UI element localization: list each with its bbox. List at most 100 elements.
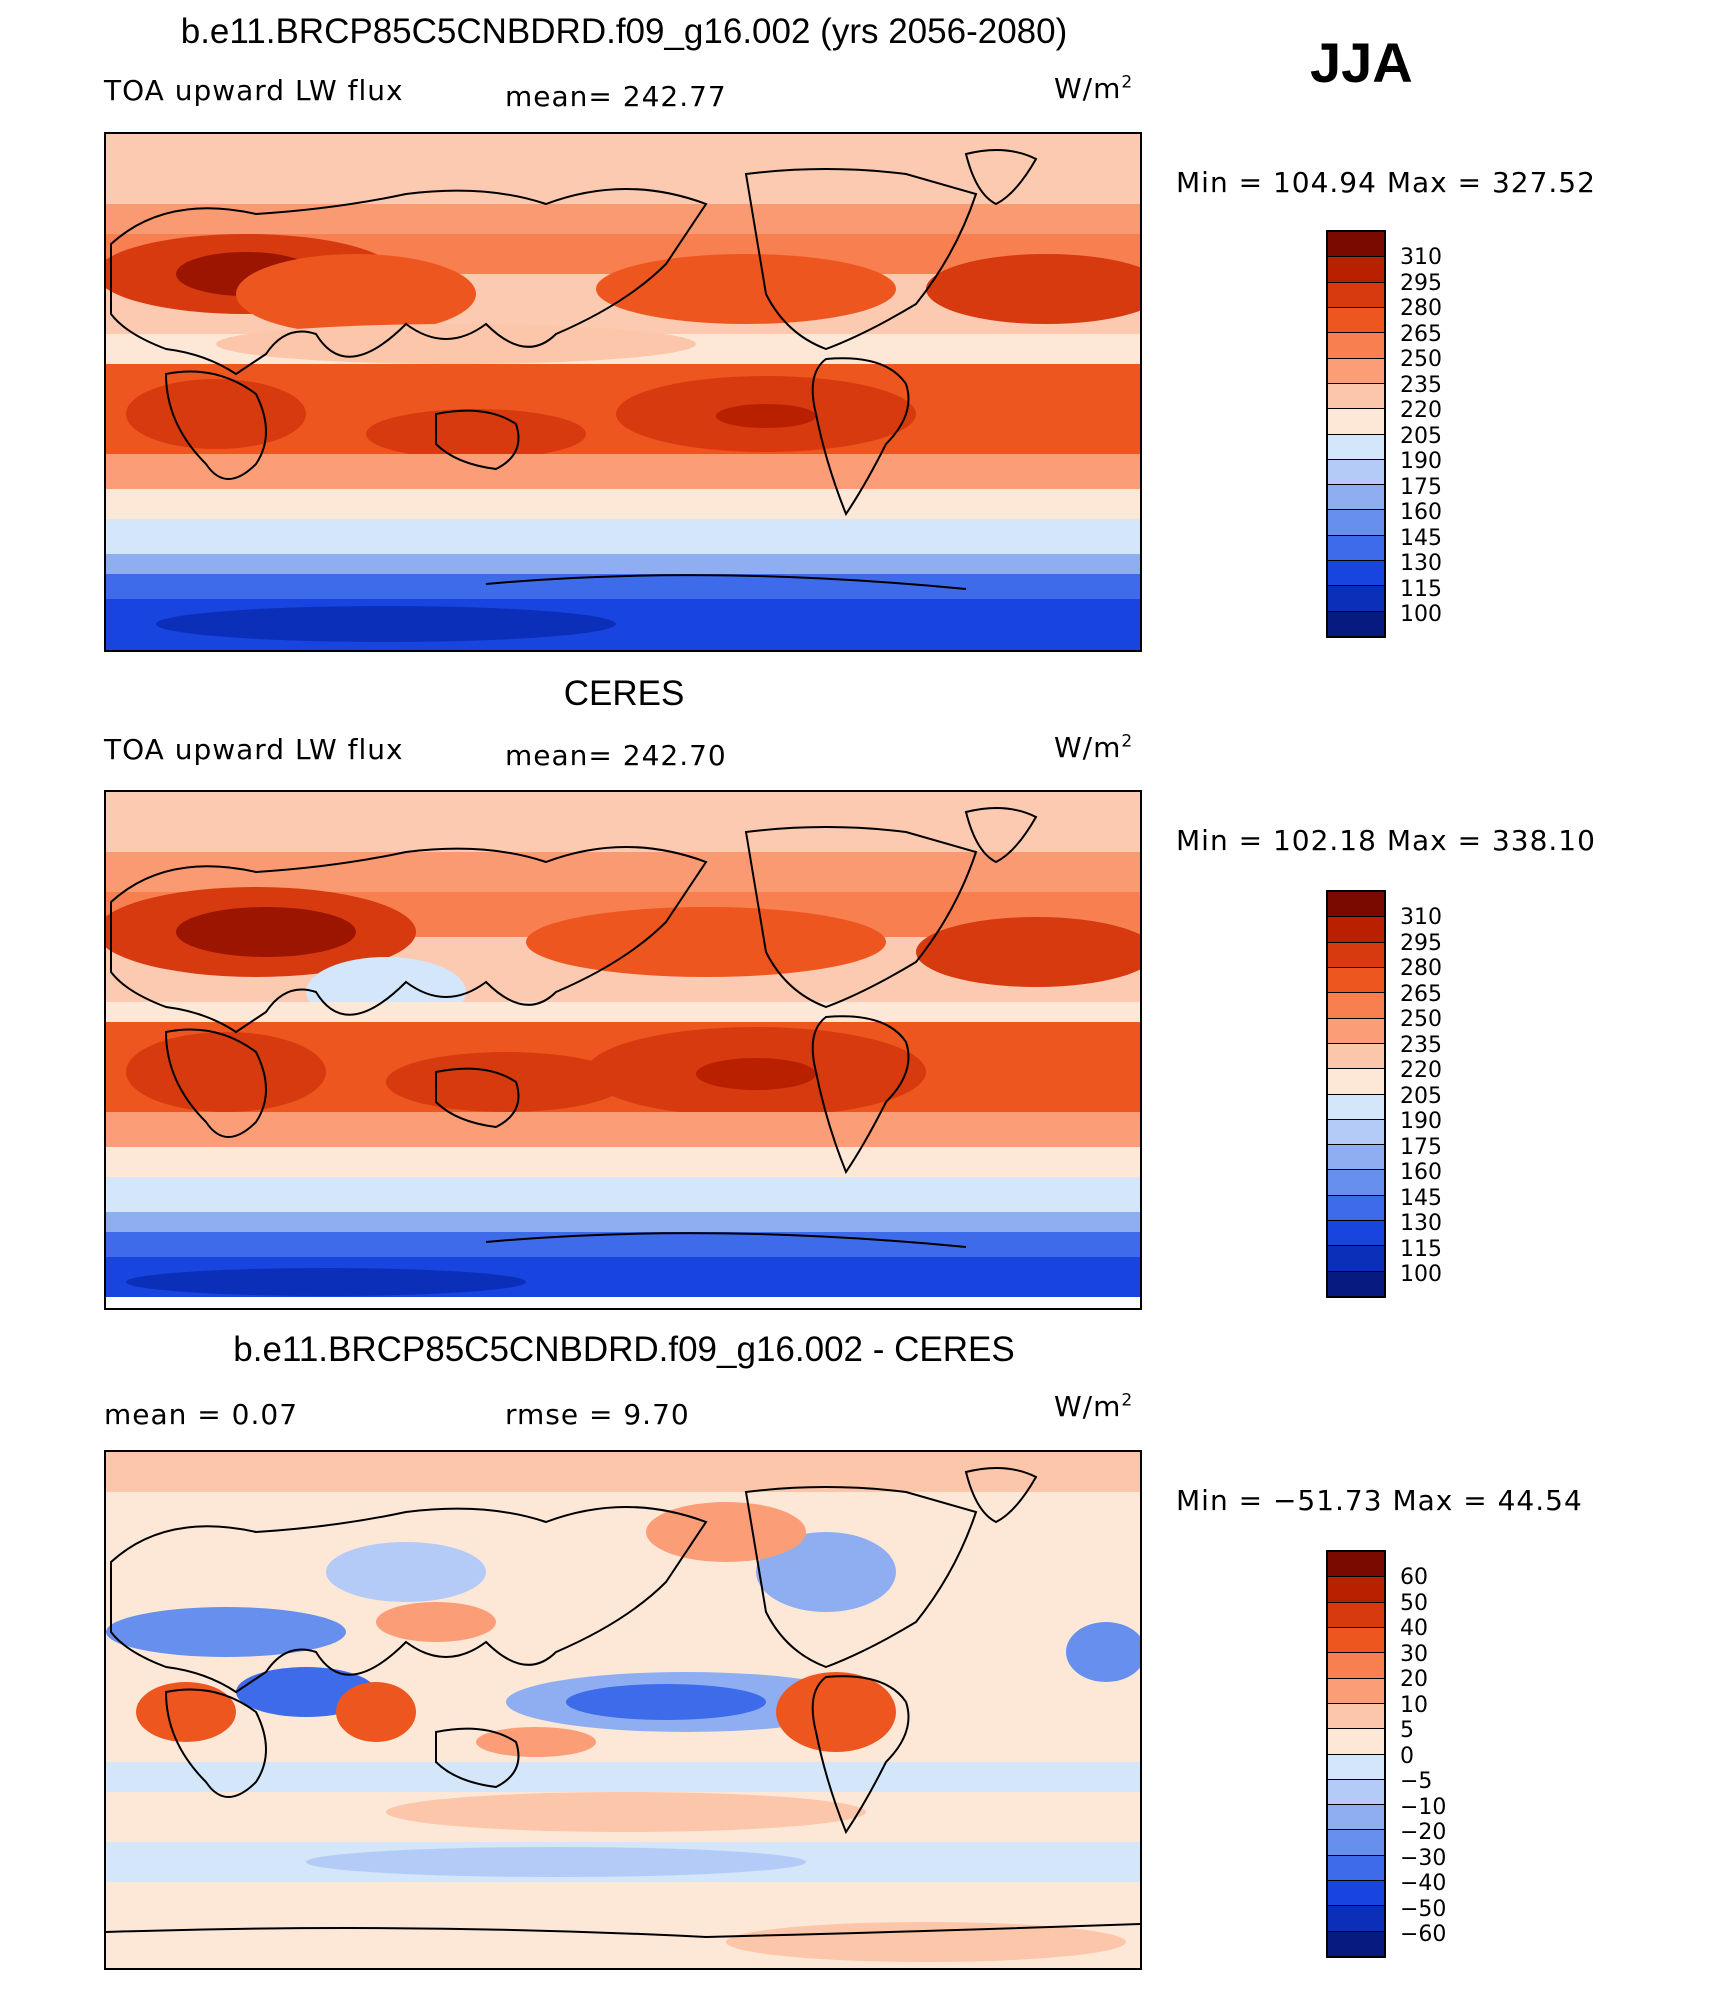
panel2-map xyxy=(104,790,1142,1310)
panel1-colorbar-tick: 190 xyxy=(1400,449,1442,474)
panel2-colorbar-swatch xyxy=(1328,1170,1384,1196)
panel2-colorbar-tick: 145 xyxy=(1400,1185,1442,1211)
panel3-colorbar-tick: −10 xyxy=(1400,1794,1447,1820)
panel2-colorbar-swatch xyxy=(1328,993,1384,1019)
panel3-colorbar-swatch xyxy=(1328,1577,1384,1603)
panel1-colorbar-tick: 130 xyxy=(1400,551,1442,576)
panel3-colorbar-swatch xyxy=(1328,1552,1384,1578)
panel2-colorbar-tick: 130 xyxy=(1400,1211,1442,1236)
panel3-colorbar-swatch xyxy=(1328,1906,1384,1932)
panel3-colorbar-swatch xyxy=(1328,1653,1384,1679)
panel2-colorbar-tick: 280 xyxy=(1400,956,1442,981)
panel1-colorbar-swatch xyxy=(1328,459,1384,486)
panel2-colorbar-tick: 235 xyxy=(1400,1032,1442,1058)
panel3-colorbar-swatch xyxy=(1328,1830,1384,1856)
panel1-colorbar-tick: 100 xyxy=(1400,602,1442,627)
panel2-minmax: Min = 102.18 Max = 338.10 xyxy=(1176,824,1596,857)
panel1-colorbar-swatch xyxy=(1328,232,1384,258)
panel3-minmax: Min = −51.73 Max = 44.54 xyxy=(1176,1484,1583,1517)
panel1-title: b.e11.BRCP85C5CNBDRD.f09_g16.002 (yrs 20… xyxy=(180,12,1068,51)
panel3-colorbar-swatch xyxy=(1328,1729,1384,1755)
panel3-map-field xyxy=(106,1452,1140,1968)
panel2-colorbar-tick: 115 xyxy=(1400,1236,1442,1262)
panel2-colorbar-tick: 175 xyxy=(1400,1134,1442,1160)
panel1-colorbar-tick: 145 xyxy=(1400,525,1442,551)
panel2-colorbar-swatch xyxy=(1328,1094,1384,1120)
panel3-units: W/m2 xyxy=(1054,1390,1134,1423)
panel1-map-field xyxy=(106,134,1140,650)
panel2-units: W/m2 xyxy=(1054,731,1134,764)
panel3-mean-label: mean = 0.07 xyxy=(104,1398,299,1431)
panel1-minmax: Min = 104.94 Max = 327.52 xyxy=(1176,166,1596,199)
panel2-colorbar xyxy=(1326,890,1386,1298)
panel1-colorbar-tick: 160 xyxy=(1400,500,1442,525)
panel2-colorbar-swatch xyxy=(1328,1043,1384,1070)
panel2-colorbar-tick: 310 xyxy=(1400,905,1442,930)
panel2-colorbar-swatch xyxy=(1328,1221,1384,1247)
panel2-colorbar-tick: 220 xyxy=(1400,1058,1442,1083)
panel3-colorbar-tick: 50 xyxy=(1400,1590,1428,1616)
panel2-colorbar-swatch xyxy=(1328,1119,1384,1146)
panel2-colorbar-tick: 295 xyxy=(1400,930,1442,956)
panel1-colorbar-swatch xyxy=(1328,257,1384,283)
panel3-colorbar-tick: 40 xyxy=(1400,1616,1428,1641)
panel1-colorbar-tick: 295 xyxy=(1400,270,1442,296)
panel1-colorbar-tick: 265 xyxy=(1400,321,1442,347)
panel2-colorbar-tick: 250 xyxy=(1400,1007,1442,1032)
panel3-colorbar-swatch xyxy=(1328,1703,1384,1730)
panel1-colorbar-swatch xyxy=(1328,358,1384,384)
panel3-title: b.e11.BRCP85C5CNBDRD.f09_g16.002 - CERES xyxy=(233,1330,1015,1369)
panel3-colorbar-swatch xyxy=(1328,1881,1384,1907)
panel2-map-field xyxy=(106,792,1140,1308)
panel2-colorbar-swatch xyxy=(1328,942,1384,968)
panel2-colorbar-swatch xyxy=(1328,1246,1384,1272)
panel2-colorbar-tick: 190 xyxy=(1400,1109,1442,1134)
panel3-colorbar-tick: −40 xyxy=(1400,1871,1447,1896)
panel1-colorbar-swatch xyxy=(1328,510,1384,536)
panel3-rmse-label: rmse = 9.70 xyxy=(505,1398,690,1431)
panel3-colorbar-tick: 0 xyxy=(1400,1743,1414,1769)
panel3-colorbar-swatch xyxy=(1328,1602,1384,1628)
panel1-colorbar-tick: 175 xyxy=(1400,474,1442,500)
panel1-colorbar-tick: 220 xyxy=(1400,398,1442,423)
panel1-colorbar-swatch xyxy=(1328,383,1384,410)
panel1-colorbar-swatch xyxy=(1328,561,1384,587)
panel3-colorbar-tick: 60 xyxy=(1400,1565,1428,1590)
panel3-colorbar-swatch xyxy=(1328,1931,1384,1956)
panel3-colorbar-swatch xyxy=(1328,1754,1384,1780)
panel3-colorbar-tick: 5 xyxy=(1400,1718,1414,1743)
panel1-units: W/m2 xyxy=(1054,72,1134,105)
panel3-colorbar-swatch xyxy=(1328,1627,1384,1654)
panel1-colorbar-swatch xyxy=(1328,282,1384,308)
panel3-colorbar-tick: 20 xyxy=(1400,1667,1428,1692)
panel1-colorbar-swatch xyxy=(1328,434,1384,460)
panel3-colorbar-tick: 10 xyxy=(1400,1692,1428,1718)
panel3-colorbar-tick: −60 xyxy=(1400,1922,1447,1947)
panel1-colorbar-swatch xyxy=(1328,485,1384,511)
panel1-colorbar-tick: 115 xyxy=(1400,576,1442,602)
panel1-colorbar-tick: 280 xyxy=(1400,296,1442,321)
panel2-mean-label: mean= 242.70 xyxy=(505,739,727,772)
panel2-colorbar-swatch xyxy=(1328,1271,1384,1296)
panel2-colorbar-tick: 265 xyxy=(1400,981,1442,1007)
panel1-colorbar-swatch xyxy=(1328,611,1384,636)
panel1-colorbar-tick: 205 xyxy=(1400,423,1442,449)
season-label: JJA xyxy=(1310,31,1413,94)
panel3-map xyxy=(104,1450,1142,1970)
panel1-colorbar-swatch xyxy=(1328,333,1384,359)
panel3-colorbar-tick: −50 xyxy=(1400,1896,1447,1922)
panel1-map xyxy=(104,132,1142,652)
panel2-colorbar-swatch xyxy=(1328,1069,1384,1095)
panel1-mean-label: mean= 242.77 xyxy=(505,80,727,113)
panel2-colorbar-swatch xyxy=(1328,892,1384,918)
panel2-colorbar-swatch xyxy=(1328,1018,1384,1044)
panel2-colorbar-tick: 205 xyxy=(1400,1083,1442,1109)
panel3-colorbar-tick: −20 xyxy=(1400,1820,1447,1845)
panel3-colorbar-tick: −5 xyxy=(1400,1769,1433,1794)
panel1-colorbar-tick: 235 xyxy=(1400,372,1442,398)
panel2-title: CERES xyxy=(563,674,685,713)
panel3-colorbar xyxy=(1326,1550,1386,1958)
panel1-colorbar-swatch xyxy=(1328,586,1384,612)
panel1-colorbar xyxy=(1326,230,1386,638)
panel3-colorbar-swatch xyxy=(1328,1779,1384,1806)
